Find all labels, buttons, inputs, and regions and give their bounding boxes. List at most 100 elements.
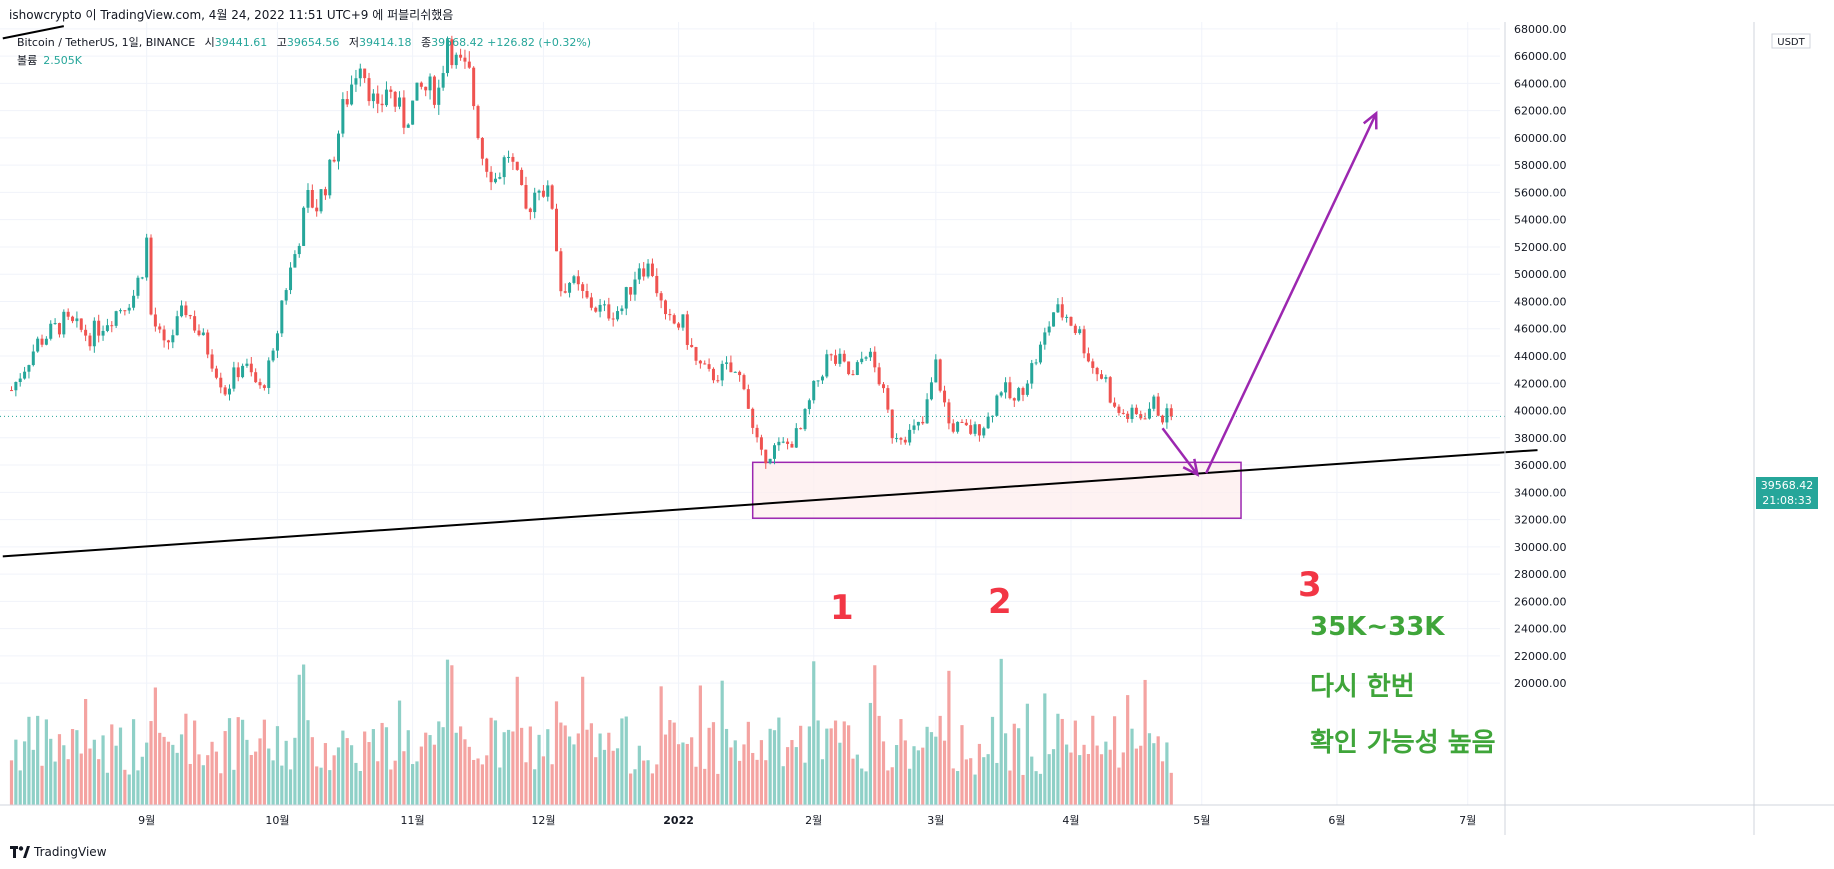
candle-body: [446, 39, 449, 74]
volume-bar: [84, 698, 88, 805]
candle-body: [262, 385, 266, 388]
candle-body: [707, 364, 711, 369]
candle-body: [607, 304, 611, 319]
volume-bar: [332, 755, 336, 805]
candle-body: [1121, 412, 1125, 414]
candle-body: [1056, 304, 1060, 313]
candle-body: [180, 305, 184, 317]
volume-bar: [541, 756, 546, 805]
volume-bar: [563, 725, 567, 805]
candle-body: [507, 156, 511, 158]
volume-bar: [663, 734, 668, 805]
time-tick: 9월: [138, 814, 155, 827]
volume-bar: [319, 767, 323, 805]
volume-bar: [258, 738, 262, 805]
volume-bar: [49, 738, 53, 805]
volume-bar: [938, 715, 942, 805]
time-tick: 5월: [1193, 814, 1210, 827]
volume-bar: [803, 762, 807, 805]
candle-body: [489, 171, 493, 183]
candle-body: [847, 361, 851, 375]
price-tick: 68000.00: [1514, 23, 1567, 36]
candle-body: [153, 314, 157, 327]
candle-body: [363, 68, 367, 79]
volume-bar: [454, 732, 458, 805]
last-price: 39568.42: [1760, 479, 1814, 492]
candle-body: [14, 382, 18, 391]
candle-body: [1021, 388, 1025, 395]
volume-bar: [1160, 761, 1165, 805]
candle-body: [877, 367, 881, 385]
volume-bar: [502, 732, 506, 805]
candle-body: [1126, 413, 1130, 419]
volume-bar: [546, 729, 550, 805]
candle-body: [206, 332, 210, 355]
volume-bar: [249, 754, 253, 805]
tradingview-logo[interactable]: TradingView: [10, 845, 107, 859]
volume-bar: [70, 729, 75, 805]
candle-body: [1073, 325, 1077, 334]
candle-body: [1047, 326, 1051, 333]
volume-bar: [611, 750, 615, 805]
volume-bar: [171, 744, 175, 805]
high-value: 39654.56: [286, 36, 340, 49]
candle-body: [886, 388, 890, 410]
price-tick: 34000.00: [1514, 486, 1567, 499]
volume-bar: [820, 759, 825, 805]
volume-bar: [140, 756, 144, 805]
candle-body: [855, 362, 859, 375]
candle-body: [214, 368, 218, 378]
candle-body: [598, 304, 602, 312]
candle-body: [655, 275, 659, 294]
candle-body: [476, 106, 480, 138]
candle-body: [1017, 388, 1021, 401]
volume-bar: [367, 742, 371, 805]
candle-body: [1008, 382, 1012, 399]
candle-body: [223, 387, 227, 395]
volume-bar: [1017, 728, 1021, 805]
candle-body: [977, 424, 981, 436]
volume-bar: [341, 730, 345, 805]
candle-body: [166, 340, 170, 343]
volume-bar: [646, 760, 650, 805]
volume-bar: [960, 725, 964, 805]
candle-body: [1025, 383, 1029, 395]
volume-bar: [567, 736, 572, 805]
volume-bar: [463, 739, 467, 805]
volume-bar: [999, 658, 1003, 805]
volume-bar: [441, 727, 445, 805]
top-trendline: [2, 25, 65, 40]
candle-body: [467, 61, 471, 68]
volume-bar: [1095, 745, 1099, 805]
time-tick: 6월: [1328, 814, 1345, 827]
volume-bar: [123, 769, 127, 805]
candle-body: [284, 290, 288, 301]
volume-bar: [206, 755, 210, 805]
volume-bar: [389, 769, 393, 805]
candle-body: [755, 427, 759, 438]
candle-body: [520, 169, 524, 186]
volume-bar: [768, 728, 772, 805]
volume-bar: [92, 739, 96, 805]
volume-bar: [302, 664, 306, 805]
volume-bar: [986, 754, 990, 805]
candle-body: [677, 323, 681, 328]
volume-bar: [533, 769, 537, 805]
volume-bar: [1056, 713, 1060, 805]
candle-body: [79, 318, 83, 330]
candle-body: [969, 425, 973, 434]
candle-body: [1143, 418, 1147, 420]
volume-bar: [934, 736, 938, 805]
candle-body: [140, 277, 144, 279]
candle-body: [912, 425, 916, 430]
candle-body: [1091, 361, 1095, 368]
price-tick: 64000.00: [1514, 77, 1567, 90]
annotation-label-2: 2: [988, 582, 1012, 622]
chart-grid: [0, 22, 1500, 805]
volume-bar: [127, 774, 131, 805]
candle-body: [1065, 316, 1069, 318]
volume-bar: [1021, 774, 1025, 805]
price-tick: 22000.00: [1514, 650, 1567, 663]
candle-body: [236, 367, 240, 378]
